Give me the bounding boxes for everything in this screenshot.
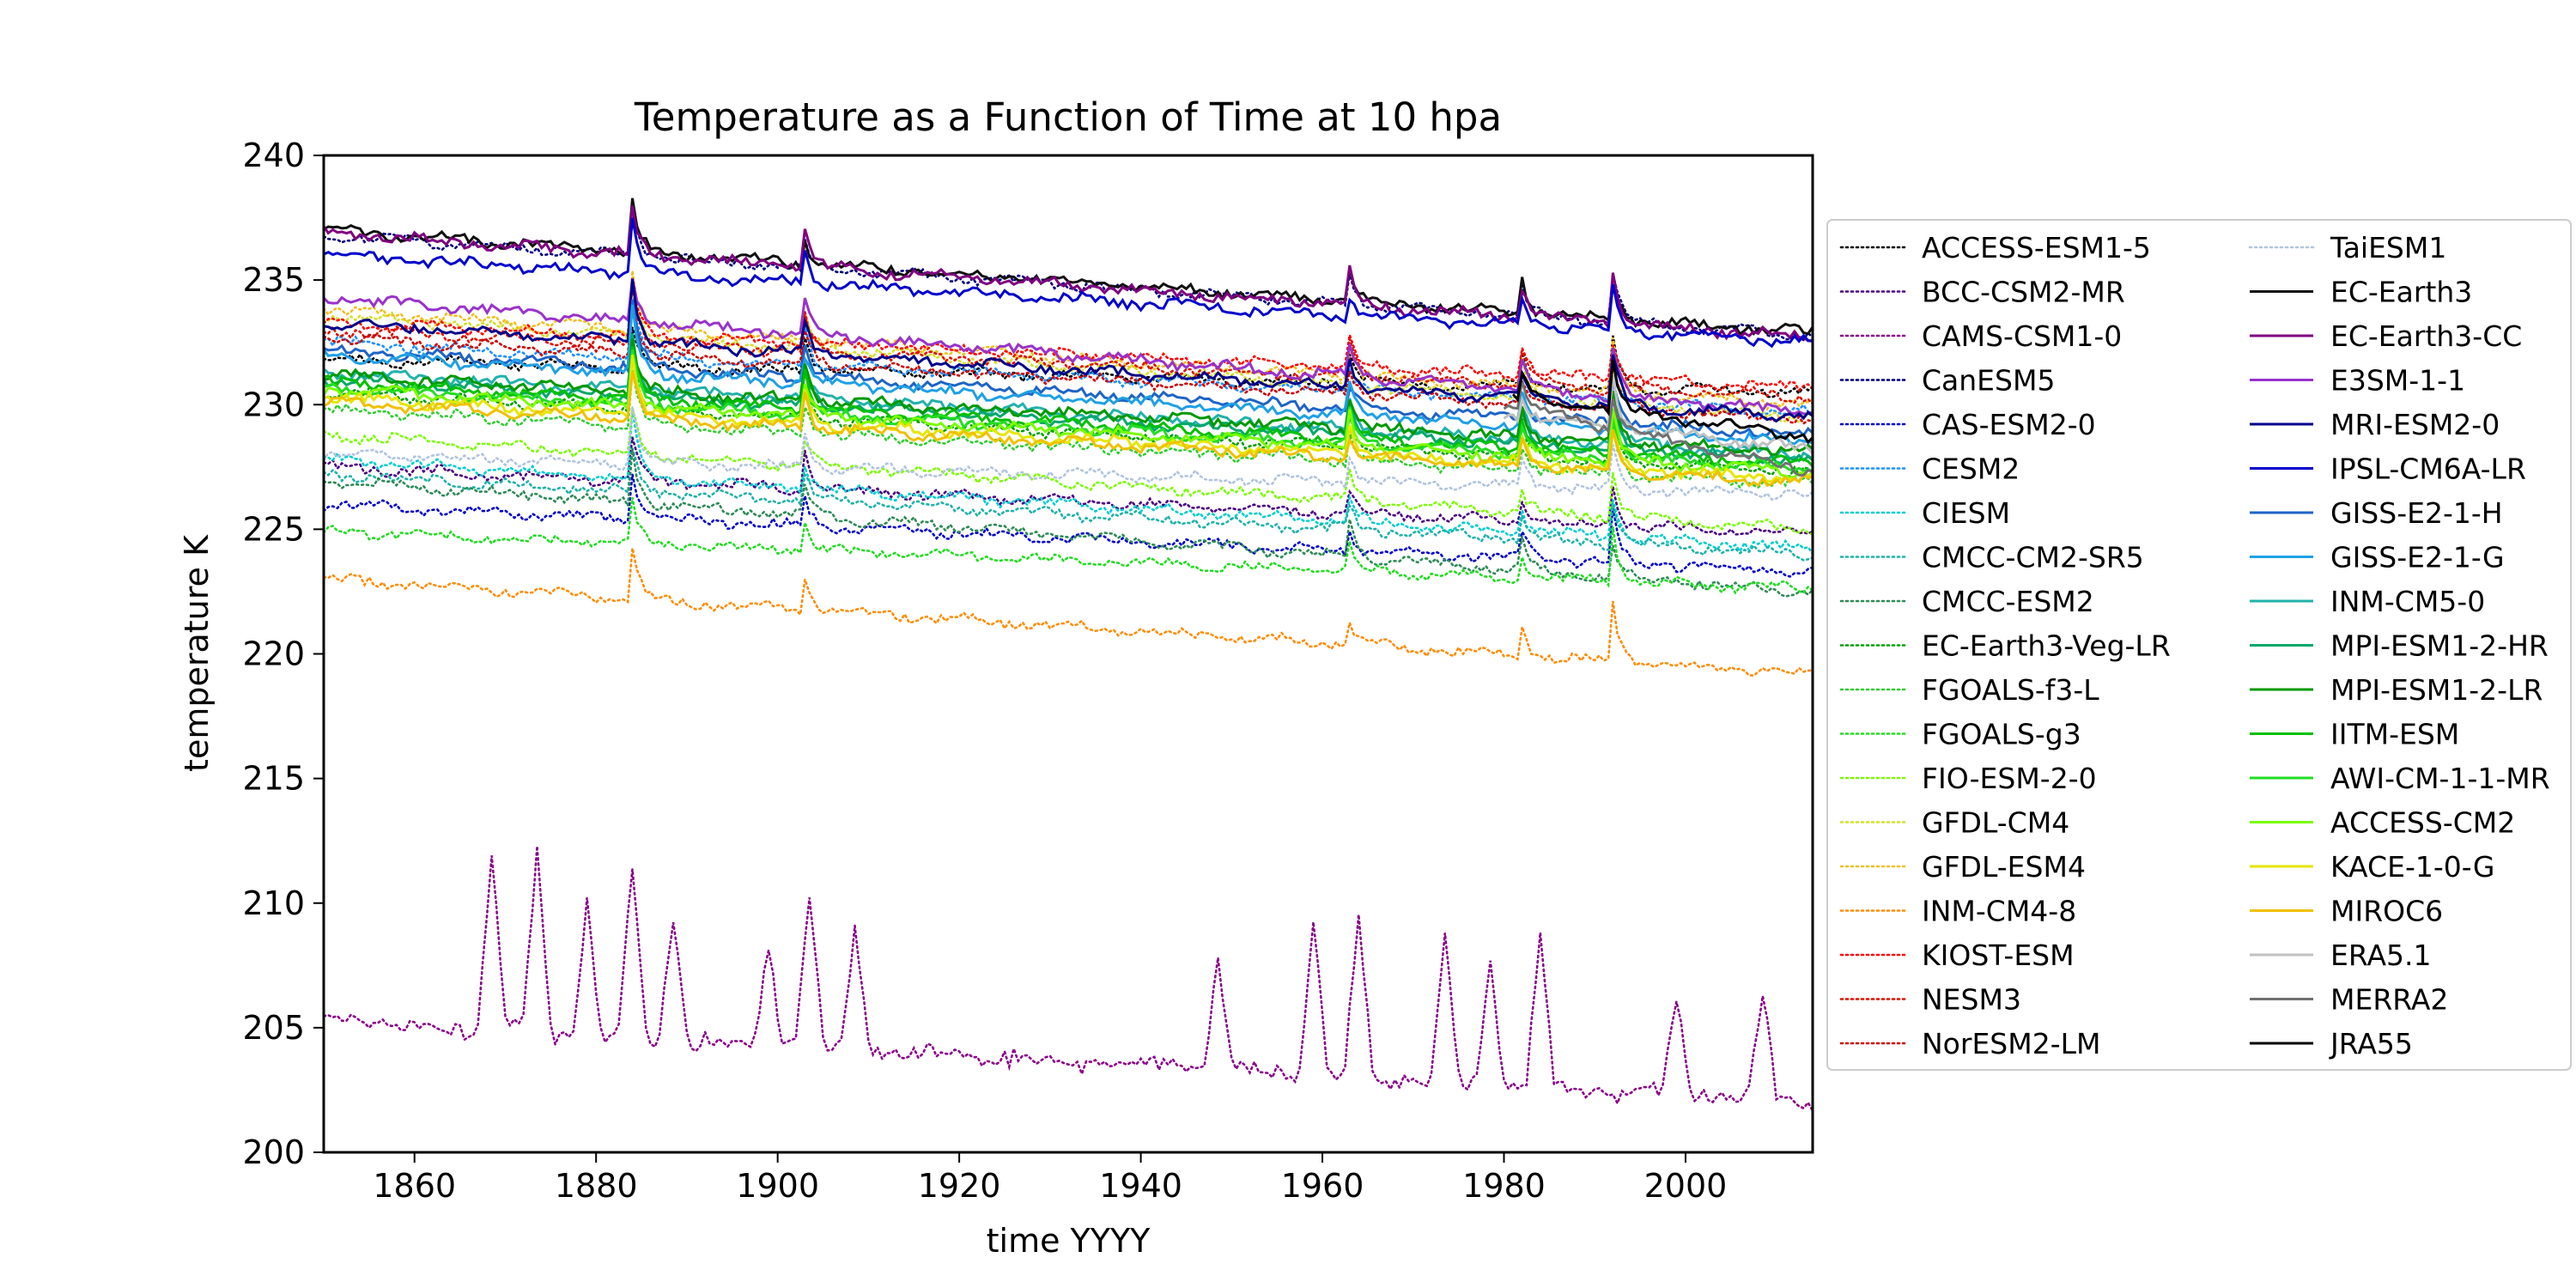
- series-line-era5-1: [1503, 374, 1813, 454]
- series-line-ec-earth3-cc: [324, 205, 1813, 343]
- legend-label: INM-CM4-8: [1922, 895, 2076, 928]
- series-line-bcc-csm2-mr: [324, 437, 1813, 537]
- series-line-access-cm2: [324, 354, 1813, 479]
- legend-label: MERRA2: [2330, 983, 2448, 1017]
- legend-label: KIOST-ESM: [1922, 939, 2075, 972]
- legend-label: EC-Earth3: [2330, 276, 2472, 309]
- y-axis-label: temperature K: [178, 534, 216, 772]
- y-tick-label: 240: [242, 137, 305, 174]
- legend-label: GFDL-CM4: [1922, 806, 2069, 840]
- y-tick-label: 220: [242, 635, 305, 673]
- y-tick-label: 225: [242, 510, 305, 548]
- legend-label: CIESM: [1922, 496, 2010, 530]
- legend-label: INM-CM5-0: [2330, 585, 2485, 618]
- legend-label: IITM-ESM: [2330, 718, 2459, 751]
- x-tick-label: 1960: [1281, 1167, 1364, 1205]
- legend-label: NESM3: [1922, 983, 2021, 1017]
- x-tick-label: 1880: [555, 1167, 638, 1205]
- legend-label: MRI-ESM2-0: [2330, 408, 2500, 441]
- series-line-cmcc-cm2-sr5: [324, 447, 1813, 562]
- legend-label: CMCC-ESM2: [1922, 585, 2094, 618]
- legend-label: EC-Earth3-CC: [2330, 319, 2522, 353]
- series-line-kace-1-0-g: [324, 355, 1813, 484]
- legend-label: JRA55: [2329, 1027, 2413, 1060]
- series-line-ec-earth3-veg-lr: [324, 353, 1813, 478]
- series-line-jra55: [1511, 359, 1813, 445]
- series-line-fgoals-g3: [324, 497, 1813, 596]
- series-lines: [324, 197, 1813, 1113]
- x-tick-label: 1940: [1099, 1167, 1182, 1205]
- series-line-giss-e2-1-g: [324, 304, 1813, 446]
- legend-label: FIO-ESM-2-0: [1922, 762, 2097, 795]
- series-line-cas-esm2-0: [324, 474, 1813, 578]
- legend-label: BCC-CSM2-MR: [1922, 276, 2125, 309]
- y-tick-label: 200: [242, 1133, 305, 1171]
- legend-label: FGOALS-f3-L: [1922, 673, 2099, 707]
- series-line-fio-esm-2-0: [324, 408, 1813, 536]
- y-tick-label: 215: [242, 760, 305, 798]
- series-line-merra2: [1503, 380, 1813, 477]
- y-tick-label: 230: [242, 386, 305, 423]
- x-tick-label: 1860: [373, 1167, 456, 1205]
- legend-label: MPI-ESM1-2-LR: [2330, 673, 2543, 707]
- legend: ACCESS-ESM1-5 BCC-CSM2-MR CAMS-CSM1-0 CanES…: [1826, 219, 2572, 1071]
- legend-label: EC-Earth3-Veg-LR: [1922, 629, 2171, 663]
- legend-label: TaiESM1: [2330, 231, 2446, 264]
- series-line-access-esm1-5: [324, 327, 1813, 398]
- legend-label: GFDL-ESM4: [1922, 850, 2086, 884]
- series-line-mri-esm2-0: [324, 278, 1813, 423]
- legend-label: E3SM-1-1: [2330, 364, 2465, 398]
- series-line-kiost-esm: [324, 278, 1813, 392]
- x-tick-label: 1900: [736, 1167, 819, 1205]
- x-tick-label: 1920: [918, 1167, 1001, 1205]
- plot-frame: [322, 154, 1814, 1154]
- y-axis: 200 205 210 215 220 225 230 235 240: [242, 137, 324, 1171]
- legend-label: GISS-E2-1-H: [2330, 496, 2503, 530]
- legend-label: MIROC6: [2330, 895, 2443, 928]
- series-line-e3sm-1-1: [324, 277, 1813, 416]
- x-tick-label: 2000: [1644, 1167, 1728, 1205]
- series-line-cmcc-esm2: [324, 448, 1813, 598]
- y-tick-label: 205: [242, 1009, 305, 1047]
- legend-label: FGOALS-g3: [1922, 718, 2081, 751]
- legend-label: CESM2: [1922, 453, 2020, 486]
- legend-label: MPI-ESM1-2-HR: [2330, 629, 2549, 663]
- legend-label: CAMS-CSM1-0: [1922, 319, 2122, 353]
- legend-label: NorESM2-LM: [1922, 1027, 2100, 1060]
- series-line-mpi-esm1-2-lr: [324, 338, 1813, 456]
- legend-label: GISS-E2-1-G: [2330, 541, 2505, 574]
- legend-label: CAS-ESM2-0: [1922, 408, 2096, 441]
- chart-title: Temperature as a Function of Time at 10 …: [634, 94, 1502, 140]
- series-line-ciesm: [324, 408, 1813, 556]
- legend-label: AWI-CM-1-1-MR: [2330, 762, 2550, 795]
- x-tick-label: 1980: [1462, 1167, 1546, 1205]
- x-axis: 1860 1880 1900 1920 1940 1960 1980 2000: [373, 1152, 1727, 1205]
- legend-label: ERA5.1: [2330, 939, 2432, 972]
- series-line-miroc6: [324, 371, 1813, 488]
- legend-label: IPSL-CM6A-LR: [2330, 453, 2526, 486]
- series-line-iitm-esm: [324, 346, 1813, 467]
- legend-label: CanESM5: [1922, 364, 2055, 398]
- series-line-inm-cm4-8: [324, 548, 1813, 677]
- legend-label: CMCC-CM2-SR5: [1922, 541, 2144, 574]
- y-tick-label: 235: [242, 261, 305, 299]
- series-line-taiesm1: [324, 406, 1813, 501]
- series-line-nesm3: [324, 284, 1813, 405]
- legend-frame: [1826, 219, 2572, 1071]
- y-tick-label: 210: [242, 884, 305, 922]
- legend-label: ACCESS-CM2: [2330, 806, 2515, 840]
- legend-label: ACCESS-ESM1-5: [1922, 231, 2151, 264]
- legend-label: KACE-1-0-G: [2330, 850, 2494, 884]
- series-line-ipsl-cm6a-lr: [324, 217, 1813, 349]
- series-line-fgoals-f3-l: [324, 369, 1813, 489]
- x-axis-label: time YYYY: [987, 1222, 1151, 1260]
- series-line-cams-csm1-0: [324, 846, 1813, 1113]
